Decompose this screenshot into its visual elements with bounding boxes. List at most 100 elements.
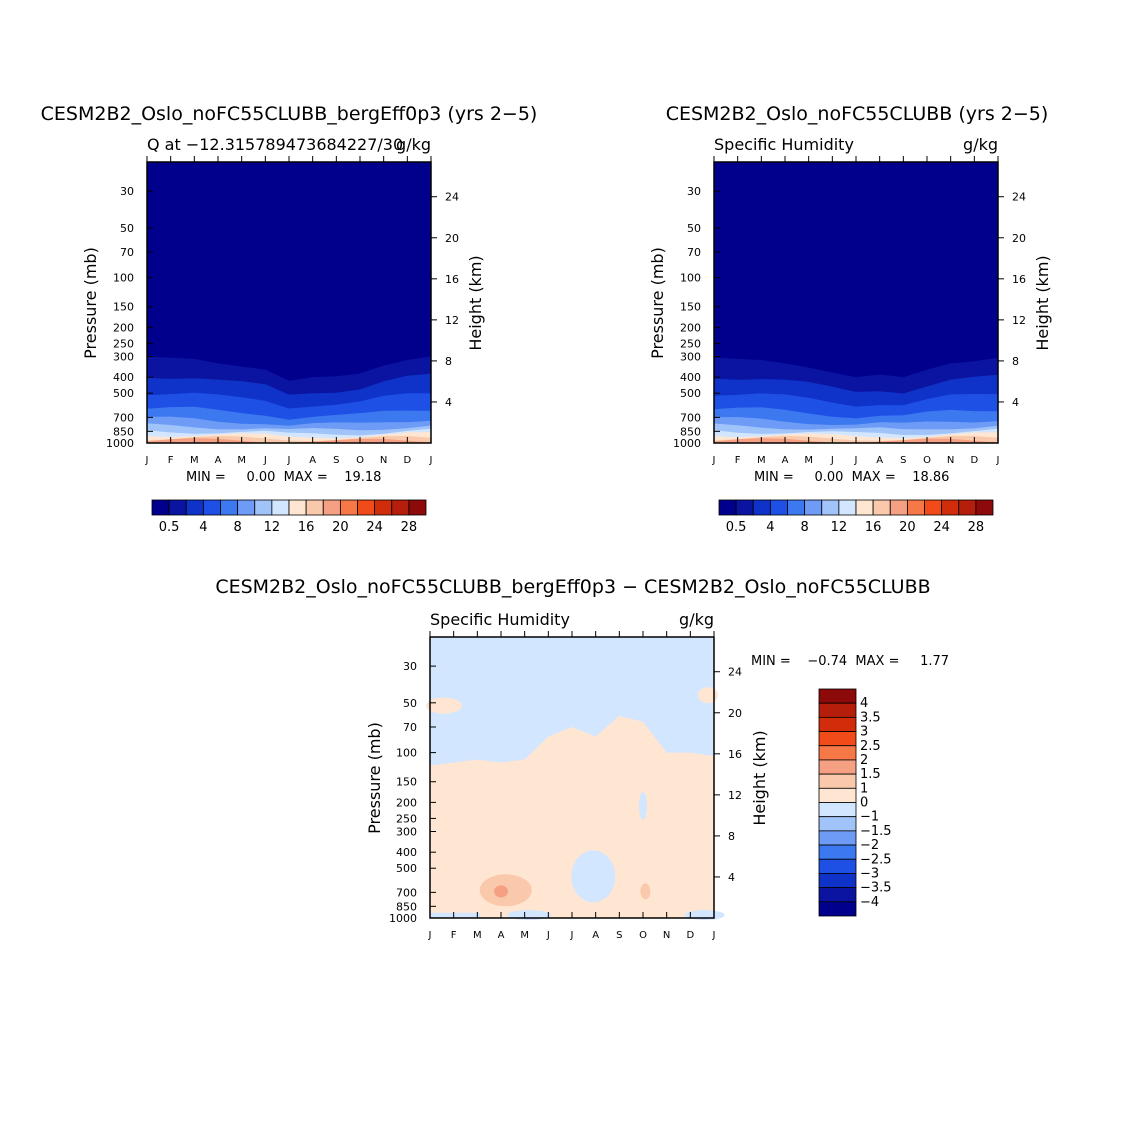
colorbar-box <box>718 499 737 516</box>
colorbar-box <box>906 499 925 516</box>
y-tick-label: 850 <box>396 900 417 913</box>
colorbar-box <box>322 499 341 516</box>
y-tick-label: 850 <box>680 425 701 438</box>
colorbar-box <box>958 499 977 516</box>
panel-2-ylabel: Pressure (mb) <box>648 247 667 359</box>
x-tick-label: J <box>712 455 716 466</box>
x-tick-label: D <box>686 930 694 941</box>
panel-2: CESM2B2_Oslo_noFC55CLUBB (yrs 2−5) Speci… <box>648 103 1052 535</box>
colorbar-label: 2.5 <box>860 739 881 754</box>
colorbar-label: 0.5 <box>159 520 180 535</box>
colorbar-label: 8 <box>233 520 241 535</box>
y-tick-label: 250 <box>113 337 134 350</box>
panel-3-min-max: MIN = −0.74 MAX = 1.77 <box>751 654 949 669</box>
y-tick-label: 70 <box>120 246 134 259</box>
y-tick-label: 200 <box>113 321 134 334</box>
y-tick-label: 70 <box>687 246 701 259</box>
height-tick-label: 12 <box>445 314 459 327</box>
x-tick-label: M <box>520 930 529 941</box>
y-tick-label: 200 <box>680 321 701 334</box>
y-tick-label: 100 <box>680 272 701 285</box>
colorbar-box <box>821 499 840 516</box>
x-tick-label: D <box>403 455 411 466</box>
y-tick-label: 400 <box>396 846 417 859</box>
x-tick-label: A <box>876 455 883 466</box>
y-tick-label: 500 <box>396 862 417 875</box>
x-tick-label: J <box>263 455 267 466</box>
colorbar-box <box>872 499 891 516</box>
colorbar-box <box>151 499 170 516</box>
height-tick-label: 4 <box>1012 396 1019 409</box>
height-tick-label: 8 <box>1012 355 1019 368</box>
colorbar-box <box>288 499 307 516</box>
colorbar-label: 4 <box>766 520 774 535</box>
colorbar-box <box>237 499 256 516</box>
contour-negative-surface <box>430 912 480 918</box>
panel-2-colorbar: 0.5 4 8 12 16 20 24 28 <box>718 499 994 535</box>
colorbar-label: 12 <box>264 520 281 535</box>
panel-1: CESM2B2_Oslo_noFC55CLUBB_bergEff0p3 (yrs… <box>41 103 538 535</box>
height-tick-label: 4 <box>728 871 735 884</box>
x-tick-label: J <box>854 455 858 466</box>
colorbar-box <box>357 499 376 516</box>
colorbar-box <box>818 745 857 761</box>
y-tick-label: 300 <box>680 351 701 364</box>
x-tick-label: M <box>804 455 813 466</box>
x-tick-label: F <box>735 455 741 466</box>
contour-positive-blob <box>640 883 651 900</box>
x-tick-label: J <box>428 930 432 941</box>
x-tick-label: A <box>215 455 222 466</box>
panel-3-title: CESM2B2_Oslo_noFC55CLUBB_bergEff0p3 − CE… <box>215 576 930 598</box>
contour-negative-blob <box>639 791 647 820</box>
x-tick-label: N <box>947 455 954 466</box>
x-tick-label: A <box>592 930 599 941</box>
colorbar-box <box>889 499 908 516</box>
colorbar-label: 12 <box>831 520 848 535</box>
x-tick-label: J <box>546 930 550 941</box>
colorbar-box <box>818 816 857 832</box>
colorbar-label: −3 <box>860 866 879 881</box>
panel-3-left-label: Specific Humidity <box>430 610 570 629</box>
x-tick-label: M <box>237 455 246 466</box>
colorbar-label: 16 <box>865 520 882 535</box>
height-tick-label: 24 <box>1012 191 1026 204</box>
x-tick-label: J <box>830 455 834 466</box>
x-tick-label: S <box>900 455 906 466</box>
x-tick-label: A <box>498 930 505 941</box>
y-tick-label: 100 <box>113 272 134 285</box>
colorbar-box <box>769 499 788 516</box>
colorbar-box <box>391 499 410 516</box>
y-tick-label: 50 <box>120 222 134 235</box>
panel-1-title: CESM2B2_Oslo_noFC55CLUBB_bergEff0p3 (yrs… <box>41 103 538 125</box>
y-tick-label: 300 <box>113 351 134 364</box>
x-tick-label: D <box>970 455 978 466</box>
colorbar-box <box>735 499 754 516</box>
colorbar-box <box>374 499 393 516</box>
colorbar-box <box>220 499 239 516</box>
height-tick-label: 16 <box>728 748 742 761</box>
colorbar-box <box>339 499 358 516</box>
x-tick-label: J <box>429 455 433 466</box>
x-tick-label: O <box>923 455 931 466</box>
panel-1-right-label: g/kg <box>396 135 431 154</box>
colorbar-box <box>838 499 857 516</box>
x-tick-label: N <box>380 455 387 466</box>
colorbar-box <box>752 499 771 516</box>
colorbar-box <box>975 499 994 516</box>
colorbar-label: 2 <box>860 753 868 768</box>
colorbar-box <box>818 731 857 747</box>
panel-3-colorbar: 43.532.521.510−1−1.5−2−2.5−3−3.5−4 <box>818 688 892 917</box>
colorbar-box <box>818 873 857 889</box>
height-tick-label: 8 <box>728 830 735 843</box>
panel-3-right-label: g/kg <box>679 610 714 629</box>
colorbar-box <box>787 499 806 516</box>
x-tick-label: O <box>639 930 647 941</box>
contour-negative-upper <box>430 637 714 766</box>
y-tick-label: 700 <box>113 411 134 424</box>
x-tick-label: A <box>782 455 789 466</box>
colorbar-label: −1.5 <box>860 824 892 839</box>
y-tick-label: 500 <box>680 387 701 400</box>
